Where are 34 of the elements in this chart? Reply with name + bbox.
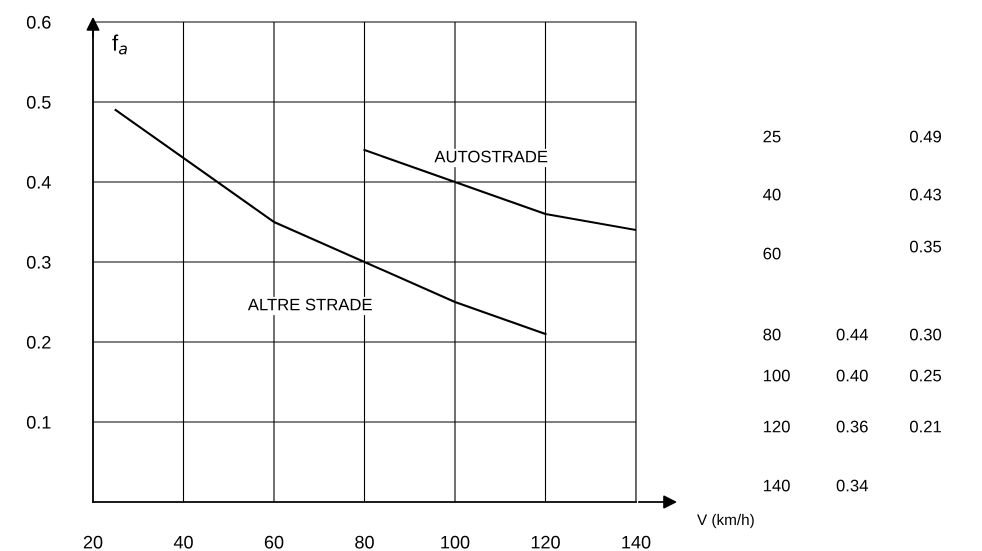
- data-label: 0.25: [910, 370, 942, 382]
- category-label: 80: [763, 328, 781, 340]
- y-axis-title: f$_{a}$: [112, 34, 127, 54]
- data-label: 0.43: [910, 188, 942, 200]
- y-tick-label: 0.6: [26, 16, 51, 29]
- category-label: 100: [764, 370, 790, 382]
- data-label: 0.40: [836, 370, 868, 382]
- data-label: 0.30: [910, 328, 942, 340]
- y-tick-label: 0.3: [26, 256, 51, 269]
- data-label: 0.49: [910, 130, 941, 142]
- data-label: 0.36: [836, 420, 868, 432]
- y-tick-label: 0.1: [26, 416, 50, 429]
- data-label: 0.44: [836, 328, 868, 340]
- y-tick-label: 0.2: [26, 336, 50, 349]
- x-tick-label: 140: [622, 536, 650, 549]
- x-tick-label: 40: [174, 536, 193, 549]
- category-label: 140: [764, 480, 790, 492]
- x-tick-label: 20: [84, 536, 102, 549]
- x-tick-label: 100: [441, 536, 470, 549]
- x-tick-label: 60: [264, 536, 284, 549]
- category-label: 40: [763, 188, 781, 200]
- series-label: ALTRE STRADE: [248, 298, 372, 310]
- series-label: AUTOSTRADE: [434, 150, 548, 162]
- category-label: 25: [764, 130, 781, 142]
- y-tick-label: 0.5: [26, 96, 51, 109]
- x-tick-label: 80: [355, 536, 374, 549]
- category-label: 120: [764, 420, 790, 432]
- x-tick-label: 120: [532, 536, 560, 549]
- data-label: 0.35: [910, 240, 942, 252]
- data-label: 0.34: [836, 480, 868, 492]
- data-label: 0.21: [910, 420, 941, 432]
- category-label: 60: [764, 248, 781, 260]
- y-tick-label: 0.4: [26, 176, 51, 189]
- x-axis-title: V (km/h): [697, 514, 754, 528]
